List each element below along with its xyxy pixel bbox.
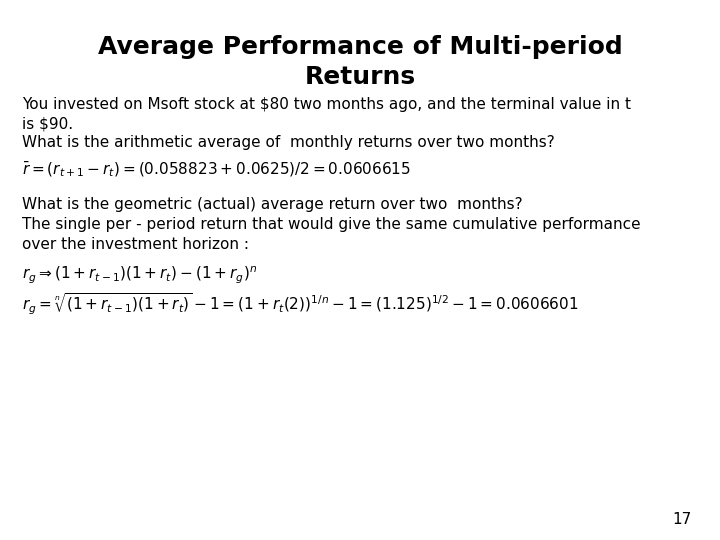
Text: You invested on Msoft stock at $80 two months ago, and the terminal value in t: You invested on Msoft stock at $80 two m… — [22, 97, 631, 112]
Text: $r_g \Rightarrow (1+r_{t-1})(1+r_t) - (1+r_g)^n$: $r_g \Rightarrow (1+r_{t-1})(1+r_t) - (1… — [22, 265, 257, 286]
Text: What is the arithmetic average of  monthly returns over two months?: What is the arithmetic average of monthl… — [22, 135, 554, 150]
Text: What is the geometric (actual) average return over two  months?: What is the geometric (actual) average r… — [22, 197, 522, 212]
Text: is $90.: is $90. — [22, 116, 73, 131]
Text: Returns: Returns — [305, 65, 415, 89]
Text: 17: 17 — [672, 511, 691, 526]
Text: Average Performance of Multi-period: Average Performance of Multi-period — [98, 35, 622, 59]
Text: $r_g = \sqrt[n]{(1+r_{t-1})(1+r_t)} - 1 = (1+r_t(2))^{1/n} - 1 = (1.125)^{1/2} -: $r_g = \sqrt[n]{(1+r_{t-1})(1+r_t)} - 1 … — [22, 292, 578, 317]
Text: The single per - period return that would give the same cumulative performance: The single per - period return that woul… — [22, 217, 640, 232]
Text: over the investment horizon :: over the investment horizon : — [22, 237, 248, 252]
Text: $\bar{r} = (r_{t+1} - r_t) = (0.058823 + 0.0625)/2 = 0.0606615$: $\bar{r} = (r_{t+1} - r_t) = (0.058823 +… — [22, 159, 410, 179]
